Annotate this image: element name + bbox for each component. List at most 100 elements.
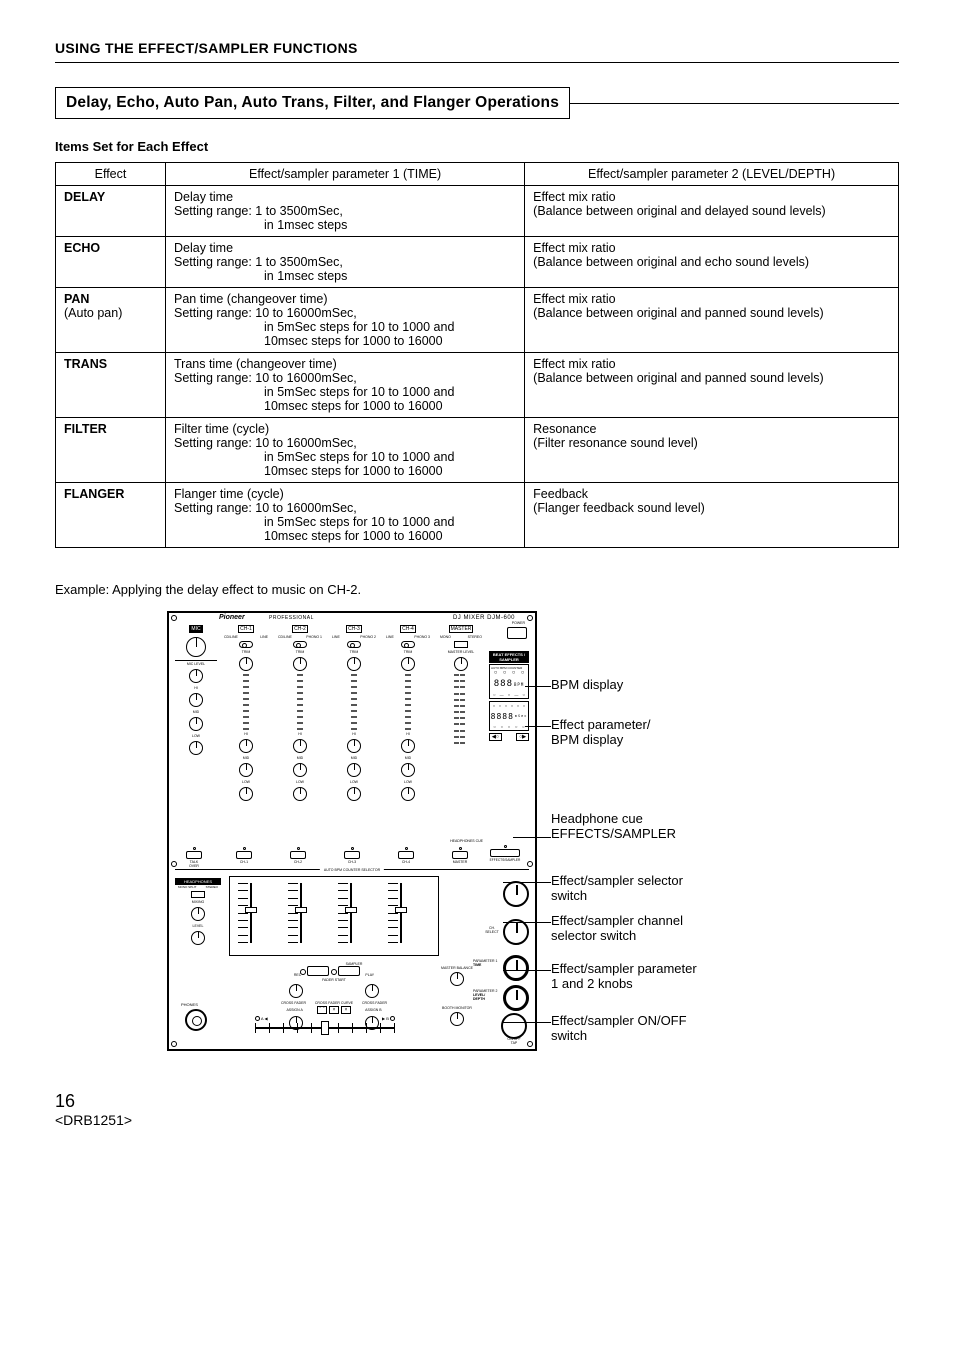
ch2-label: CH-2 [292,625,308,633]
fader-icon [342,883,360,951]
cue-ch1: CH-1 [235,847,253,864]
effect-selector-rotary [503,881,529,907]
knob-icon [293,739,307,753]
brand-label: Pioneer [219,614,245,621]
knob-icon [191,931,205,945]
cue-row: HEADPHONES CUE TALK OVER CH-1 CH-2 CH-3 … [175,843,529,867]
switch-icon [239,641,253,648]
hi-label: HI [175,686,217,690]
autobpm-label: AUTO BPM COUNTER SELECTOR [320,868,384,872]
boxed-title-line [570,103,899,104]
curve-icon: × [341,1006,351,1014]
hi-label: HI [329,732,379,736]
bpm-display: 888BPM [491,676,527,692]
ch1-column: CH-1 CD/LINELINE TRIM HI MID LOW [221,625,271,855]
switch-icon [401,641,415,648]
knob-icon [365,984,379,998]
phones-label: PHONES [181,1002,198,1007]
param1-cell: Filter time (cycle)Setting range: 10 to … [166,418,525,483]
knob-icon [347,657,361,671]
channel-faders [229,876,439,956]
param1-cell: Delay timeSetting range: 1 to 3500mSec,i… [166,186,525,237]
master-label: MASTER [449,625,474,633]
param2-cell: Effect mix ratio(Balance between origina… [525,288,899,353]
mid-label: MID [221,756,271,760]
sampler-row: SAMPLER REC PLAY [229,962,439,978]
low-label: LOW [175,734,217,738]
param2-cell: Effect mix ratio(Balance between origina… [525,237,899,288]
param1-label: PARAMETER 1TIME [473,959,499,967]
section-header: USING THE EFFECT/SAMPLER FUNCTIONS [55,40,899,63]
knob-icon [347,787,361,801]
knob-icon [454,657,468,671]
hi-label: HI [275,732,325,736]
mid-label: MID [175,710,217,714]
param2-label: PARAMETER 2LEVEL/ DEPTH [473,989,499,1001]
cue-talkover: TALK OVER [185,847,203,868]
switch-icon [191,891,205,898]
th-param1: Effect/sampler parameter 1 (TIME) [166,163,525,186]
knob-icon [347,763,361,777]
knob-icon [401,739,415,753]
low-label: LOW [221,780,271,784]
knob-icon [189,717,203,731]
beat-arrows: ◀○○▶ [489,733,529,741]
effect-name-cell: PAN(Auto pan) [56,288,166,353]
ch4-label: CH-4 [400,625,416,633]
lower-panel: AUTO BPM COUNTER SELECTOR HEADPHONES MON… [175,869,529,1043]
doc-code: <DRB1251> [55,1112,132,1128]
meter-icon [405,674,411,730]
param2-cell: Effect mix ratio(Balance between origina… [525,186,899,237]
meter-icon [351,674,357,730]
fader-icon [392,883,410,951]
trim-label: TRIM [275,650,325,654]
hi-label: HI [221,732,271,736]
trim-label: TRIM [221,650,271,654]
page-footer: 16 <DRB1251> [55,1091,899,1128]
mixer-diagram: Pioneer PROFESSIONAL DJ MIXER DJM-600 PO… [167,611,537,1051]
callout-onoff: Effect/sampler ON/OFFswitch [551,1013,687,1043]
cue-effects-sampler: EFFECTS/SAMPLER [487,845,523,862]
knob-icon [189,693,203,707]
master-column: MASTER MONOSTEREO MASTER LEVEL [437,625,485,855]
ch3-label: CH-3 [346,625,362,633]
ch2-column: CH-2 CD/LINEPHONO 1 TRIM HI MID LOW [275,625,325,855]
low-label: LOW [329,780,379,784]
ch3-column: CH-3 LINEPHONO 2 TRIM HI MID LOW [329,625,379,855]
play-button-icon [338,966,360,976]
knob-icon [289,984,303,998]
cue-header-label: HEADPHONES CUE [450,839,483,843]
onoff-label: ON/OFF TAP [497,1037,531,1045]
low-label: LOW [383,780,433,784]
boxed-title-row: Delay, Echo, Auto Pan, Auto Trans, Filte… [55,87,899,119]
master-balance: MASTER BALANCE [437,966,477,989]
param1-cell: Flanger time (cycle)Setting range: 10 to… [166,483,525,548]
param1-cell: Pan time (changeover time)Setting range:… [166,288,525,353]
msec-label: mSec [515,714,527,718]
param1-cell: Delay timeSetting range: 1 to 3500mSec,i… [166,237,525,288]
cue-ch3: CH-3 [343,847,361,864]
prof-label: PROFESSIONAL [269,615,314,621]
cue-ch2: CH-2 [289,847,307,864]
mic-column: MIC MIC LEVEL HI MID LOW [175,625,217,855]
b-label: B [386,1016,389,1021]
items-subhead: Items Set for Each Effect [55,139,899,154]
model-label: DJ MIXER DJM-600 [453,615,515,621]
effect-name-cell: FILTER [56,418,166,483]
callout-knobs: Effect/sampler parameter1 and 2 knobs [551,961,697,991]
switch-icon [293,641,307,648]
chsel-label: CH. SELECT [485,926,499,934]
phones-jack-icon [185,1009,207,1031]
effect-name-cell: DELAY [56,186,166,237]
param-display: 8888mSec [491,708,527,724]
param-box: ○○○○○○ 8888mSec ○○○○○ [489,701,529,731]
ch4-column: CH-4 LINEPHONO 3 TRIM HI MID LOW [383,625,433,855]
page-number: 16 [55,1091,75,1111]
switch-icon [347,641,361,648]
curve-icon: × [329,1006,339,1014]
callout-chsel: Effect/sampler channelselector switch [551,913,683,943]
mid-label: MID [275,756,325,760]
mic-level-label: MIC LEVEL [175,660,217,666]
th-param2: Effect/sampler parameter 2 (LEVEL/DEPTH) [525,163,899,186]
effects-table: Effect Effect/sampler parameter 1 (TIME)… [55,162,899,548]
